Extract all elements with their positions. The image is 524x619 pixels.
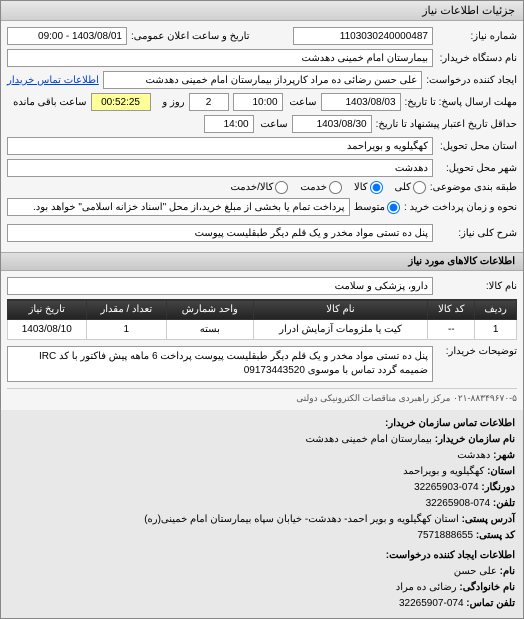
td-unit: بسته bbox=[167, 320, 253, 340]
goods-table: ردیف کد کالا نام کالا واحد شمارش تعداد /… bbox=[7, 299, 517, 340]
th-row: ردیف bbox=[475, 300, 517, 320]
phone-label: تلفن: bbox=[493, 498, 515, 509]
answer-date: 1403/08/03 bbox=[321, 93, 401, 111]
requester-value: علی حسن رضائی ده مراد کارپرداز بیمارستان… bbox=[103, 71, 422, 89]
buyer-note: پنل ده تستی مواد مخدر و یک قلم دیگر طبقل… bbox=[7, 346, 433, 382]
td-code: -- bbox=[428, 320, 475, 340]
payment-value: پرداخت تمام یا بخشی از مبلغ خرید،از محل … bbox=[7, 198, 350, 216]
buyer-note-label: توضیحات خریدار: bbox=[437, 346, 517, 357]
buyer-label: نام دستگاه خریدار: bbox=[437, 53, 517, 64]
contact-block: اطلاعات تماس سازمان خریدار: نام سازمان خ… bbox=[1, 410, 523, 618]
announce-value: 1403/08/01 - 09:00 bbox=[7, 27, 127, 45]
phone: 074-32265908 bbox=[426, 498, 491, 509]
contact-link[interactable]: اطلاعات تماس خریدار bbox=[7, 75, 99, 86]
payment-normal[interactable]: متوسط bbox=[354, 201, 400, 214]
requester-label: ایجاد کننده درخواست: bbox=[426, 75, 517, 86]
category-radios: کلی کالا خدمت کالا/خدمت bbox=[230, 181, 425, 194]
remain-days-label: روز و bbox=[155, 97, 185, 108]
remain-time-label: ساعت باقی مانده bbox=[13, 97, 86, 108]
province: کهگیلویه و بویراحمد bbox=[403, 466, 484, 477]
fax: 074-32265903 bbox=[414, 482, 479, 493]
form-body: شماره نیاز: 1103030240000487 تاریخ و ساع… bbox=[1, 21, 523, 252]
payment-label: نحوه و زمان پرداخت خرید : bbox=[404, 202, 517, 213]
th-name: نام کالا bbox=[253, 300, 428, 320]
goods-section-title: اطلاعات کالاهای مورد نیاز bbox=[1, 252, 523, 271]
address: استان کهگیلویه و بویر احمد- دهدشت- خیابا… bbox=[144, 514, 459, 525]
cat-goods[interactable]: کالا bbox=[354, 181, 383, 194]
answer-time: 10:00 bbox=[233, 93, 283, 111]
panel-title: جزئیات اطلاعات نیاز bbox=[1, 1, 523, 21]
name: علی حسن bbox=[454, 566, 497, 577]
td-row: 1 bbox=[475, 320, 517, 340]
phone2-label: تلفن تماس: bbox=[466, 598, 515, 609]
min-valid-time: 14:00 bbox=[204, 115, 254, 133]
min-valid-date: 1403/08/30 bbox=[292, 115, 372, 133]
delivery-province: کهگیلویه و بویراحمد bbox=[7, 137, 433, 155]
cat-service[interactable]: خدمت bbox=[300, 181, 342, 194]
td-date: 1403/08/10 bbox=[8, 320, 87, 340]
fax-label: دورنگار: bbox=[481, 482, 515, 493]
th-date: تاریخ نیاز bbox=[8, 300, 87, 320]
footer-line: ۰۲۱-۸۸۳۴۹۶۷۰-۵ مرکز راهبردی مناقصات الکت… bbox=[296, 393, 517, 404]
table-row[interactable]: 1 -- کیت یا ملزومات آزمایش ادرار بسته 1 … bbox=[8, 320, 517, 340]
announce-label: تاریخ و ساعت اعلان عمومی: bbox=[131, 31, 250, 42]
answer-deadline-label: مهلت ارسال پاسخ: تا تاریخ: bbox=[405, 97, 517, 108]
city: دهدشت bbox=[457, 450, 490, 461]
details-panel: جزئیات اطلاعات نیاز شماره نیاز: 11030302… bbox=[0, 0, 524, 619]
desc-label: شرح کلی نیاز: bbox=[437, 228, 517, 239]
th-code: کد کالا bbox=[428, 300, 475, 320]
delivery-province-label: استان محل تحویل: bbox=[437, 141, 517, 152]
th-unit: واحد شمارش bbox=[167, 300, 253, 320]
name-label: نام: bbox=[500, 566, 515, 577]
min-valid-label: حداقل تاریخ اعتبار پیشنهاد تا تاریخ: bbox=[376, 119, 517, 130]
delivery-city-label: شهر محل تحویل: bbox=[437, 163, 517, 174]
creator-title: اطلاعات ایجاد کننده درخواست: bbox=[386, 550, 515, 561]
buyer-value: بیمارستان امام خمینی دهدشت bbox=[7, 49, 433, 67]
goods-name-label: نام کالا: bbox=[437, 281, 517, 292]
min-valid-time-label: ساعت bbox=[258, 119, 288, 130]
postcode: 7571888655 bbox=[417, 530, 473, 541]
desc-value: پنل ده تستی مواد مخدر و یک قلم دیگر طبقل… bbox=[7, 224, 433, 242]
table-header-row: ردیف کد کالا نام کالا واحد شمارش تعداد /… bbox=[8, 300, 517, 320]
city-label: شهر: bbox=[493, 450, 515, 461]
org: بیمارستان امام خمینی دهدشت bbox=[306, 434, 432, 445]
cat-all[interactable]: کلی bbox=[395, 181, 426, 194]
th-qty: تعداد / مقدار bbox=[86, 300, 167, 320]
contact-section-title: اطلاعات تماس سازمان خریدار: bbox=[385, 418, 515, 429]
goods-name: دارو، پزشکی و سلامت bbox=[7, 277, 433, 295]
answer-time-label: ساعت bbox=[287, 97, 317, 108]
remain-days: 2 bbox=[189, 93, 229, 111]
phone2: 074-32265907 bbox=[399, 598, 464, 609]
remain-time: 00:52:25 bbox=[91, 93, 151, 111]
delivery-city: دهدشت bbox=[7, 159, 433, 177]
family: رضائی ده مراد bbox=[396, 582, 457, 593]
need-number-label: شماره نیاز: bbox=[437, 31, 517, 42]
td-name: کیت یا ملزومات آزمایش ادرار bbox=[253, 320, 428, 340]
postcode-label: کد پستی: bbox=[476, 530, 515, 541]
address-label: آدرس پستی: bbox=[462, 514, 515, 525]
cat-both[interactable]: کالا/خدمت bbox=[230, 181, 288, 194]
td-qty: 1 bbox=[86, 320, 167, 340]
org-label: نام سازمان خریدار: bbox=[435, 434, 515, 445]
family-label: نام خانوادگی: bbox=[459, 582, 515, 593]
category-label: طبقه بندی موضوعی: bbox=[430, 182, 517, 193]
need-number: 1103030240000487 bbox=[293, 27, 433, 45]
province-label: استان: bbox=[487, 466, 515, 477]
